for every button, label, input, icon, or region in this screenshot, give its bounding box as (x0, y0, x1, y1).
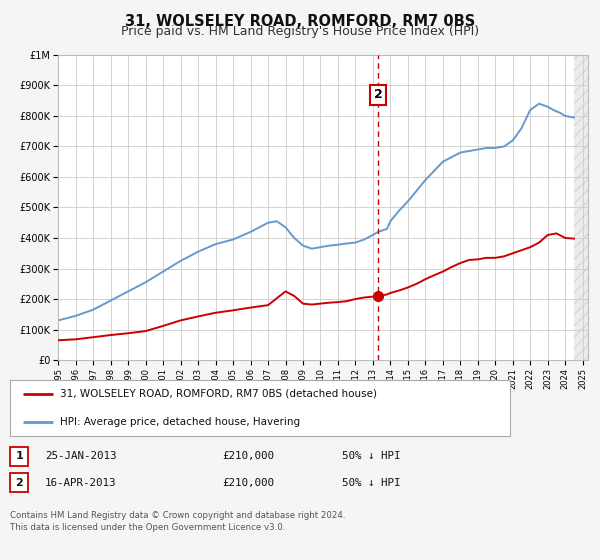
Text: 2: 2 (374, 88, 382, 101)
Text: £210,000: £210,000 (222, 478, 274, 488)
Text: 25-JAN-2013: 25-JAN-2013 (45, 451, 116, 461)
Text: 50% ↓ HPI: 50% ↓ HPI (342, 451, 401, 461)
Text: 31, WOLSELEY ROAD, ROMFORD, RM7 0BS: 31, WOLSELEY ROAD, ROMFORD, RM7 0BS (125, 14, 475, 29)
Text: 2: 2 (16, 478, 23, 488)
Text: HPI: Average price, detached house, Havering: HPI: Average price, detached house, Have… (60, 417, 301, 427)
Bar (574, 55, 588, 360)
Text: 50% ↓ HPI: 50% ↓ HPI (342, 478, 401, 488)
Text: Price paid vs. HM Land Registry's House Price Index (HPI): Price paid vs. HM Land Registry's House … (121, 25, 479, 38)
Text: £210,000: £210,000 (222, 451, 274, 461)
Text: This data is licensed under the Open Government Licence v3.0.: This data is licensed under the Open Gov… (10, 523, 286, 532)
Text: 1: 1 (16, 451, 23, 461)
Text: 16-APR-2013: 16-APR-2013 (45, 478, 116, 488)
Text: Contains HM Land Registry data © Crown copyright and database right 2024.: Contains HM Land Registry data © Crown c… (10, 511, 346, 520)
Text: 31, WOLSELEY ROAD, ROMFORD, RM7 0BS (detached house): 31, WOLSELEY ROAD, ROMFORD, RM7 0BS (det… (60, 389, 377, 399)
